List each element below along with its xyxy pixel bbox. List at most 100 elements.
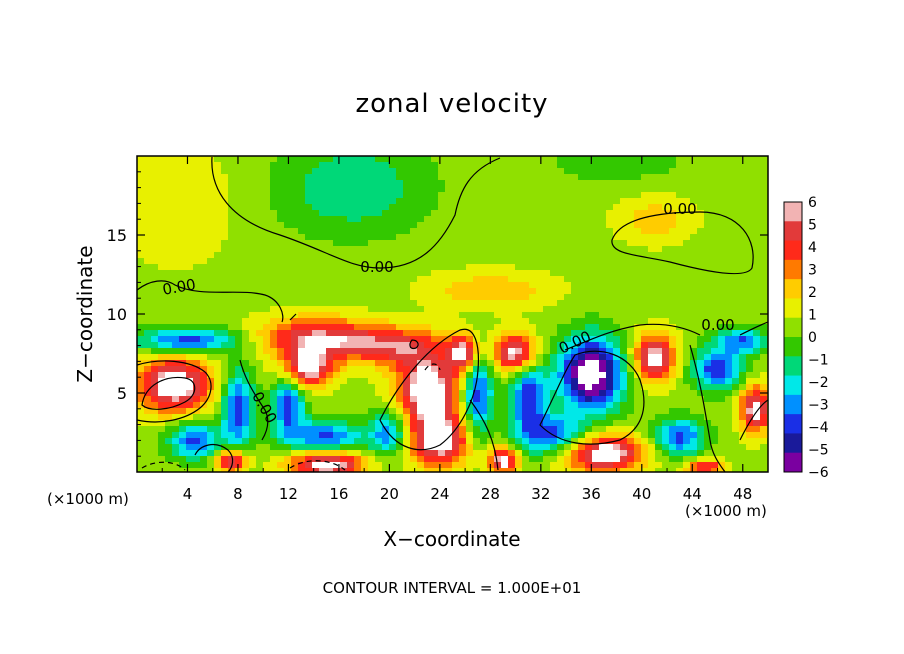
heatmap-cell: [221, 372, 229, 379]
heatmap-cell: [298, 468, 306, 472]
heatmap-cell: [403, 276, 411, 283]
heatmap-cell: [340, 336, 348, 343]
heatmap-cell: [193, 444, 201, 451]
colorbar-tick-label: 3: [808, 263, 817, 279]
heatmap-cell: [480, 444, 488, 451]
heatmap-cell: [522, 390, 530, 397]
heatmap-cell: [312, 294, 320, 301]
heatmap-cell: [340, 234, 348, 241]
heatmap-cell: [725, 288, 733, 295]
heatmap-cell: [270, 288, 278, 295]
heatmap-cell: [277, 396, 285, 403]
heatmap-cell: [410, 156, 418, 163]
heatmap-cell: [305, 198, 313, 205]
heatmap-cell: [312, 444, 320, 451]
heatmap-cell: [501, 168, 509, 175]
heatmap-cell: [263, 456, 271, 463]
heatmap-cell: [305, 270, 313, 277]
heatmap-cell: [662, 414, 670, 421]
heatmap-cell: [683, 270, 691, 277]
heatmap-cell: [137, 228, 145, 235]
heatmap-cell: [732, 306, 740, 313]
heatmap-cell: [263, 324, 271, 331]
heatmap-cell: [228, 270, 236, 277]
heatmap-cell: [137, 270, 145, 277]
heatmap-cell: [221, 306, 229, 313]
heatmap-cell: [207, 306, 215, 313]
heatmap-cell: [613, 210, 621, 217]
heatmap-cell: [207, 360, 215, 367]
heatmap-cell: [711, 402, 719, 409]
heatmap-cell: [655, 426, 663, 433]
heatmap-cell: [494, 396, 502, 403]
heatmap-cell: [466, 354, 474, 361]
heatmap-cell: [305, 228, 313, 235]
heatmap-cell: [599, 408, 607, 415]
heatmap-cell: [333, 408, 341, 415]
heatmap-cell: [277, 180, 285, 187]
heatmap-cell: [347, 444, 355, 451]
y-tick-label: 10: [107, 305, 127, 324]
heatmap-cell: [739, 444, 747, 451]
heatmap-cell: [382, 384, 390, 391]
heatmap-cell: [683, 384, 691, 391]
heatmap-cell: [522, 264, 530, 271]
heatmap-cell: [151, 168, 159, 175]
heatmap-cell: [725, 312, 733, 319]
heatmap-cell: [578, 372, 586, 379]
heatmap-cell: [690, 336, 698, 343]
heatmap-cell: [431, 378, 439, 385]
heatmap-cell: [221, 360, 229, 367]
heatmap-cell: [340, 420, 348, 427]
heatmap-cell: [347, 204, 355, 211]
heatmap-cell: [613, 180, 621, 187]
heatmap-cell: [529, 270, 537, 277]
heatmap-cell: [242, 222, 250, 229]
heatmap-cell: [326, 420, 334, 427]
heatmap-cell: [732, 414, 740, 421]
heatmap-cell: [529, 198, 537, 205]
heatmap-cell: [249, 390, 257, 397]
heatmap-cell: [494, 336, 502, 343]
heatmap-cell: [235, 192, 243, 199]
heatmap-cell: [382, 270, 390, 277]
heatmap-cell: [417, 342, 425, 349]
heatmap-cell: [515, 264, 523, 271]
heatmap-cell: [718, 450, 726, 457]
heatmap-cell: [522, 282, 530, 289]
heatmap-cell: [522, 336, 530, 343]
heatmap-cell: [354, 366, 362, 373]
heatmap-cell: [487, 216, 495, 223]
heatmap-cell: [165, 288, 173, 295]
heatmap-cell: [305, 186, 313, 193]
heatmap-cell: [305, 156, 313, 163]
heatmap-cell: [158, 216, 166, 223]
heatmap-cell: [732, 444, 740, 451]
heatmap-cell: [263, 222, 271, 229]
heatmap-cell: [627, 270, 635, 277]
heatmap-cell: [186, 414, 194, 421]
heatmap-cell: [249, 378, 257, 385]
heatmap-cell: [186, 258, 194, 265]
heatmap-cell: [732, 426, 740, 433]
heatmap-cell: [221, 342, 229, 349]
heatmap-cell: [473, 180, 481, 187]
heatmap-cell: [424, 330, 432, 337]
heatmap-cell: [221, 252, 229, 259]
heatmap-cell: [501, 366, 509, 373]
heatmap-cell: [137, 444, 145, 451]
heatmap-cell: [242, 204, 250, 211]
heatmap-cell: [585, 246, 593, 253]
heatmap-cell: [599, 366, 607, 373]
heatmap-cell: [151, 216, 159, 223]
heatmap-cell: [144, 426, 152, 433]
colorbar-tick-label: 6: [808, 195, 817, 211]
heatmap-cell: [333, 228, 341, 235]
heatmap-cell: [221, 396, 229, 403]
heatmap-cell: [165, 330, 173, 337]
heatmap-cell: [382, 438, 390, 445]
heatmap-cell: [438, 378, 446, 385]
heatmap-cell: [354, 276, 362, 283]
heatmap-cell: [662, 228, 670, 235]
heatmap-cell: [312, 408, 320, 415]
